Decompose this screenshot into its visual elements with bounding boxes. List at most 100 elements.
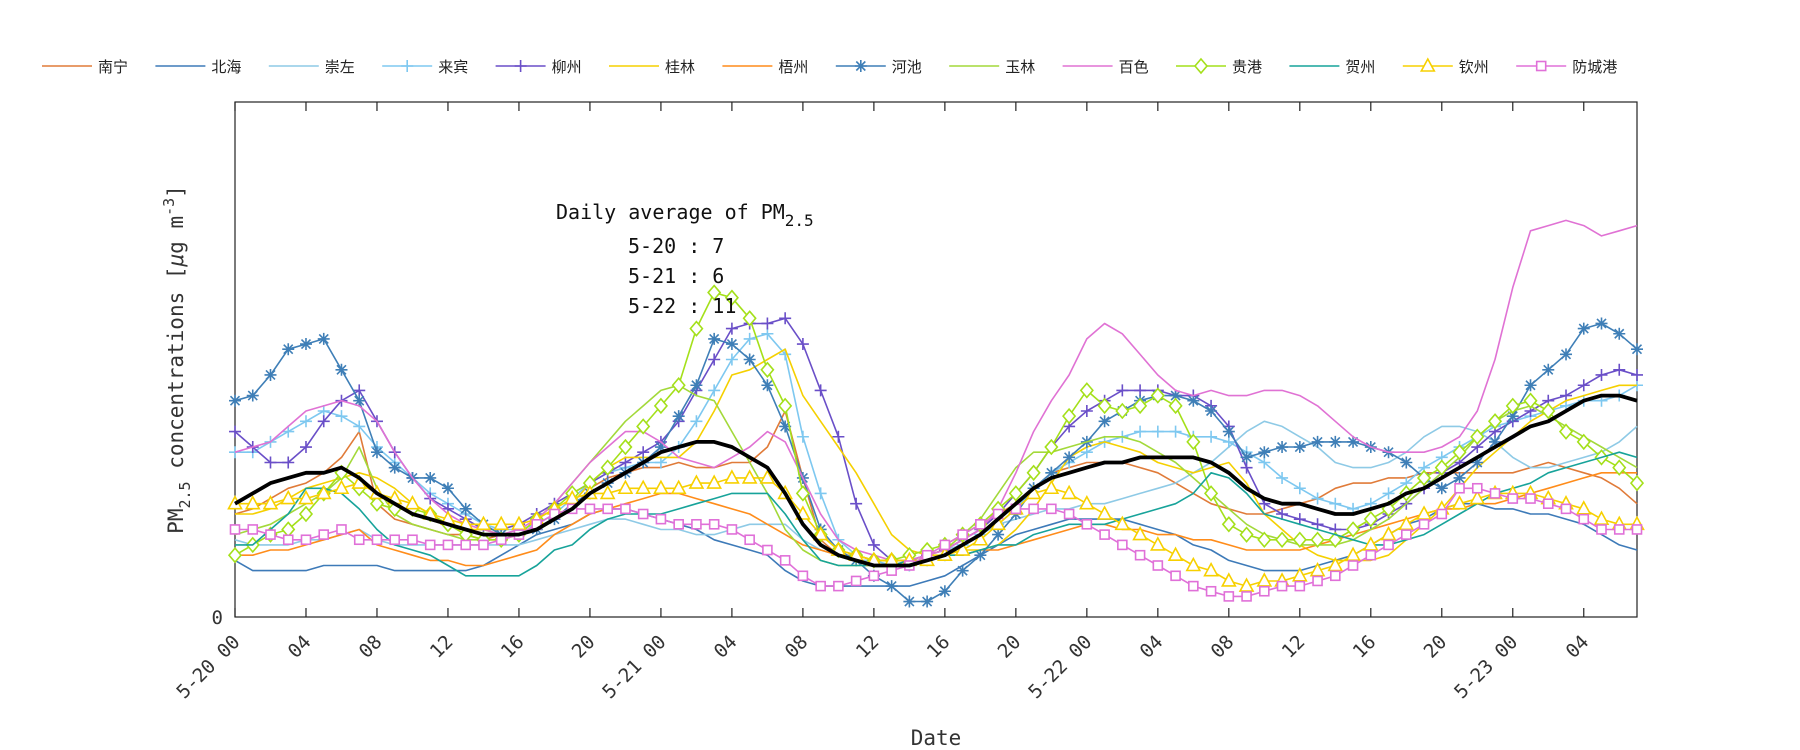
data-point-marker bbox=[389, 534, 401, 546]
data-point-marker bbox=[1028, 503, 1039, 515]
series-14 bbox=[229, 482, 1643, 602]
series-8 bbox=[229, 317, 1643, 608]
data-point-marker bbox=[1258, 456, 1271, 469]
data-point-marker bbox=[1542, 363, 1555, 376]
x-tick-label: 20 bbox=[568, 631, 600, 663]
data-point-marker bbox=[441, 482, 454, 495]
data-point-marker bbox=[1276, 471, 1289, 484]
data-point-marker bbox=[1541, 402, 1556, 420]
data-point-marker bbox=[1505, 397, 1520, 415]
data-point-marker bbox=[1239, 526, 1254, 543]
data-point-marker bbox=[353, 534, 365, 546]
data-point-marker bbox=[1560, 503, 1572, 515]
data-point-marker bbox=[725, 338, 738, 351]
data-point-marker bbox=[1507, 493, 1519, 504]
data-point-marker bbox=[1400, 529, 1412, 540]
x-tick-label: 08 bbox=[781, 631, 813, 663]
data-point-marker bbox=[886, 565, 897, 576]
data-point-marker bbox=[371, 534, 383, 546]
data-point-marker bbox=[1222, 435, 1235, 448]
data-point-marker bbox=[708, 384, 721, 397]
data-point-marker bbox=[599, 484, 616, 500]
data-point-marker bbox=[600, 459, 615, 476]
legend-entry: 柳州 bbox=[495, 58, 582, 76]
x-tick-label: 5-20 00 bbox=[172, 631, 244, 703]
annotation-line-5-20: 5-20 : 7 bbox=[628, 234, 724, 258]
data-point-marker bbox=[1258, 446, 1271, 459]
data-point-marker bbox=[1347, 560, 1359, 571]
data-point-marker bbox=[1170, 570, 1181, 582]
data-point-marker bbox=[299, 441, 312, 454]
y-axis-label-pm: PM bbox=[164, 509, 188, 534]
data-point-marker bbox=[1044, 438, 1059, 456]
data-point-marker bbox=[957, 529, 968, 540]
x-tick-label: 12 bbox=[852, 631, 884, 663]
data-point-marker bbox=[1595, 317, 1608, 330]
data-point-marker bbox=[1311, 492, 1324, 505]
data-point-marker bbox=[1275, 531, 1290, 548]
y-axis-label-sub: 2.5 bbox=[176, 481, 194, 508]
data-point-marker bbox=[1380, 525, 1397, 541]
data-point-marker bbox=[1079, 382, 1094, 399]
data-point-marker bbox=[1238, 577, 1255, 592]
x-tick-label: 12 bbox=[426, 631, 458, 663]
data-point-marker bbox=[1133, 397, 1148, 415]
data-point-marker bbox=[1451, 495, 1468, 510]
data-point-marker bbox=[1347, 435, 1360, 448]
data-point-marker bbox=[724, 289, 739, 306]
y-axis-label: PM2.5 concentrations [μg m-3] bbox=[160, 185, 194, 534]
y-tick-label: 0 bbox=[212, 607, 223, 629]
data-point-marker bbox=[814, 487, 827, 500]
data-point-marker bbox=[1383, 539, 1394, 551]
data-point-marker bbox=[282, 343, 295, 356]
data-point-marker bbox=[1293, 441, 1306, 454]
data-point-marker bbox=[264, 456, 277, 469]
data-point-marker bbox=[1593, 510, 1610, 525]
data-point-marker bbox=[1613, 327, 1626, 340]
data-point-marker bbox=[388, 461, 401, 474]
data-point-marker bbox=[850, 497, 863, 510]
data-point-marker bbox=[759, 469, 776, 484]
data-point-marker bbox=[227, 546, 243, 564]
data-point-marker bbox=[1631, 524, 1643, 535]
data-point-marker bbox=[1524, 379, 1537, 392]
data-point-marker bbox=[1382, 487, 1395, 500]
data-point-marker bbox=[1081, 518, 1093, 530]
data-point-marker bbox=[1167, 546, 1184, 561]
data-point-marker bbox=[1222, 425, 1235, 438]
data-point-marker bbox=[229, 425, 241, 438]
data-point-marker bbox=[424, 471, 437, 484]
data-point-marker bbox=[1134, 384, 1147, 397]
x-tick-label: 08 bbox=[355, 631, 387, 663]
data-point-marker bbox=[762, 544, 773, 556]
data-point-marker bbox=[401, 60, 414, 72]
data-point-marker bbox=[1489, 435, 1502, 448]
data-point-marker bbox=[1311, 435, 1324, 448]
data-point-marker bbox=[317, 332, 330, 345]
data-point-marker bbox=[1061, 484, 1077, 500]
legend-entry: 来宾 bbox=[382, 58, 468, 76]
data-point-marker bbox=[921, 595, 934, 608]
data-point-marker bbox=[850, 575, 862, 587]
data-point-marker bbox=[903, 595, 916, 608]
data-point-marker bbox=[336, 524, 347, 535]
data-point-marker bbox=[1241, 591, 1252, 602]
data-point-marker bbox=[939, 539, 951, 551]
legend-label: 钦州 bbox=[1459, 58, 1489, 76]
data-point-marker bbox=[1311, 518, 1324, 531]
data-point-marker bbox=[335, 363, 348, 376]
legend-entry: 百色 bbox=[1062, 58, 1149, 76]
data-point-marker bbox=[1416, 469, 1432, 487]
data-point-marker bbox=[1168, 397, 1183, 415]
y-axis-label-sup: -3 bbox=[160, 198, 178, 216]
data-point-marker bbox=[1169, 389, 1182, 402]
daily-average-annotation: Daily average of PM2.5 5-20 : 7 5-21 : 6… bbox=[556, 200, 814, 318]
data-point-marker bbox=[672, 410, 685, 423]
legend-entry: 梧州 bbox=[722, 58, 808, 76]
x-tick-label: 16 bbox=[1349, 631, 1381, 663]
data-point-marker bbox=[1193, 57, 1209, 75]
data-point-marker bbox=[779, 312, 792, 325]
data-point-marker bbox=[954, 541, 971, 556]
data-point-marker bbox=[264, 368, 277, 381]
